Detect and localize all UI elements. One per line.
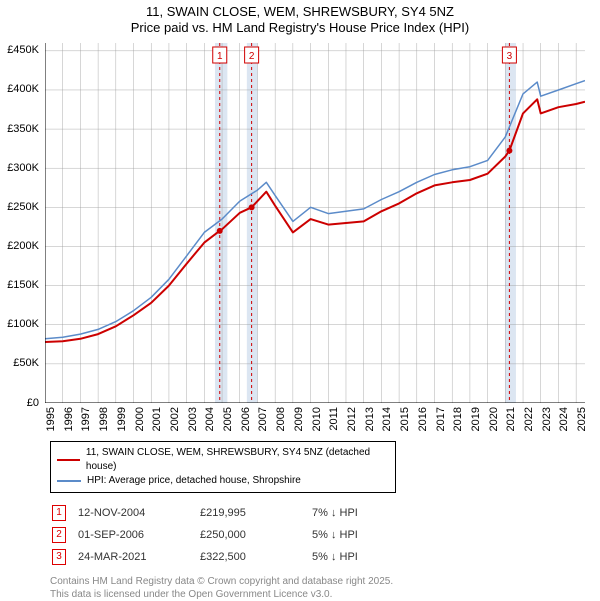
x-tick-label: 1995	[45, 407, 57, 431]
y-tick-label: £50K	[13, 357, 39, 369]
x-tick-label: 2019	[470, 407, 482, 431]
sale-delta: 7% ↓ HPI	[312, 503, 368, 523]
x-tick-label: 2018	[452, 407, 464, 431]
footer: Contains HM Land Registry data © Crown c…	[50, 575, 600, 601]
svg-text:1: 1	[217, 51, 223, 62]
sale-marker: 2	[52, 527, 66, 543]
x-tick-label: 1999	[116, 407, 128, 431]
legend-swatch	[57, 480, 81, 482]
x-tick-label: 2024	[558, 407, 570, 431]
sale-marker: 1	[52, 505, 66, 521]
x-tick-label: 2016	[417, 407, 429, 431]
x-tick-label: 2022	[523, 407, 535, 431]
sale-date: 01-SEP-2006	[78, 525, 198, 545]
table-row: 2 01-SEP-2006£250,0005% ↓ HPI	[52, 525, 368, 545]
y-tick-label: £100K	[7, 318, 39, 330]
table-row: 1 12-NOV-2004£219,9957% ↓ HPI	[52, 503, 368, 523]
svg-text:3: 3	[507, 51, 513, 62]
y-tick-label: £150K	[7, 279, 39, 291]
x-tick-label: 2020	[488, 407, 500, 431]
sale-price: £322,500	[200, 547, 310, 567]
table-row: 3 24-MAR-2021£322,5005% ↓ HPI	[52, 547, 368, 567]
x-tick-label: 2006	[240, 407, 252, 431]
chart-svg: 1 2 3	[45, 43, 585, 403]
y-tick-label: £0	[27, 397, 39, 409]
y-tick-label: £350K	[7, 123, 39, 135]
footer-line-1: Contains HM Land Registry data © Crown c…	[50, 575, 600, 588]
svg-text:2: 2	[249, 51, 255, 62]
x-tick-label: 2010	[311, 407, 323, 431]
x-tick-label: 2015	[399, 407, 411, 431]
y-tick-label: £200K	[7, 240, 39, 252]
sale-delta: 5% ↓ HPI	[312, 525, 368, 545]
legend-row: HPI: Average price, detached house, Shro…	[57, 474, 389, 488]
x-tick-label: 2009	[293, 407, 305, 431]
y-tick-label: £250K	[7, 201, 39, 213]
x-tick-label: 1997	[80, 407, 92, 431]
x-tick-label: 2007	[257, 407, 269, 431]
x-tick-label: 2008	[275, 407, 287, 431]
x-tick-label: 2002	[169, 407, 181, 431]
sale-delta: 5% ↓ HPI	[312, 547, 368, 567]
legend: 11, SWAIN CLOSE, WEM, SHREWSBURY, SY4 5N…	[50, 441, 396, 493]
x-tick-label: 2003	[187, 407, 199, 431]
x-tick-label: 1998	[98, 407, 110, 431]
chart-container: 11, SWAIN CLOSE, WEM, SHREWSBURY, SY4 5N…	[0, 0, 600, 590]
title-line-1: 11, SWAIN CLOSE, WEM, SHREWSBURY, SY4 5N…	[0, 4, 600, 20]
x-tick-label: 2021	[505, 407, 517, 431]
x-tick-label: 2023	[541, 407, 553, 431]
x-tick-label: 2012	[346, 407, 358, 431]
chart-area: 123 £0£50K£100K£150K£200K£250K£300K£350K…	[45, 43, 585, 403]
sale-date: 12-NOV-2004	[78, 503, 198, 523]
sale-price: £250,000	[200, 525, 310, 545]
x-tick-label: 2004	[204, 407, 216, 431]
x-tick-label: 2000	[134, 407, 146, 431]
title-block: 11, SWAIN CLOSE, WEM, SHREWSBURY, SY4 5N…	[0, 0, 600, 37]
y-tick-label: £300K	[7, 162, 39, 174]
x-tick-label: 2017	[435, 407, 447, 431]
x-tick-label: 1996	[63, 407, 75, 431]
sale-marker: 3	[52, 549, 66, 565]
y-tick-label: £400K	[7, 83, 39, 95]
legend-row: 11, SWAIN CLOSE, WEM, SHREWSBURY, SY4 5N…	[57, 446, 389, 474]
x-tick-label: 2011	[328, 407, 340, 431]
x-tick-label: 2013	[364, 407, 376, 431]
legend-label: HPI: Average price, detached house, Shro…	[87, 474, 301, 488]
y-tick-label: £450K	[7, 44, 39, 56]
x-tick-label: 2025	[576, 407, 588, 431]
sale-price: £219,995	[200, 503, 310, 523]
title-line-2: Price paid vs. HM Land Registry's House …	[0, 20, 600, 36]
x-tick-label: 2005	[222, 407, 234, 431]
x-tick-label: 2014	[381, 407, 393, 431]
legend-swatch	[57, 459, 80, 461]
sales-table: 1 12-NOV-2004£219,9957% ↓ HPI 2 01-SEP-2006…	[50, 501, 370, 569]
legend-label: 11, SWAIN CLOSE, WEM, SHREWSBURY, SY4 5N…	[86, 446, 389, 474]
sale-date: 24-MAR-2021	[78, 547, 198, 567]
x-tick-label: 2001	[151, 407, 163, 431]
footer-line-2: This data is licensed under the Open Gov…	[50, 588, 600, 601]
